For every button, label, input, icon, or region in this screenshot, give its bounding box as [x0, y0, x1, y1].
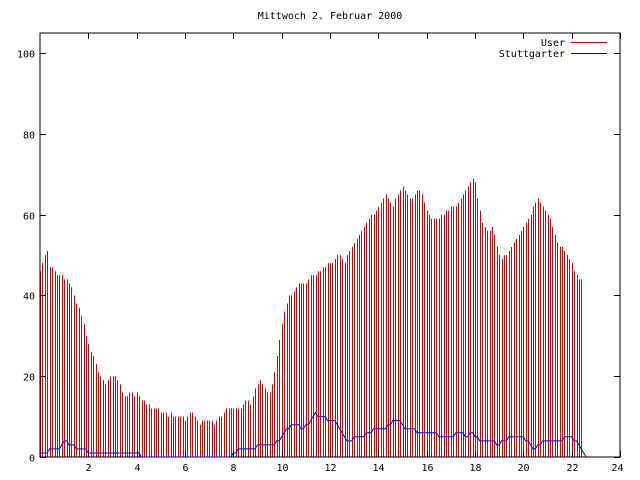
- stuttgarter-series-line: [40, 411, 587, 458]
- y-tick-label: 80: [23, 131, 35, 142]
- x-tick-label: 14: [372, 463, 384, 474]
- y-tick-label: 20: [23, 373, 35, 384]
- y-tick-label: 60: [23, 212, 35, 223]
- x-tick-label: 4: [134, 463, 140, 474]
- user-series-bars: [40, 178, 582, 457]
- x-tick-label: 20: [517, 463, 529, 474]
- x-tick-label: 6: [182, 463, 188, 474]
- x-tick-label: 24: [611, 463, 623, 474]
- x-tick-label: 22: [566, 463, 578, 474]
- chart-title: Mittwoch 2. Februar 2000: [258, 11, 403, 22]
- y-tick-label: 40: [23, 292, 35, 303]
- legend-label-user: User: [541, 38, 565, 49]
- plot-frame: [39, 32, 621, 458]
- legend: User Stuttgarter: [499, 38, 607, 60]
- x-axis-tick-labels: 2 4 6 8 10 12 14 16 18 20 22 24: [85, 463, 623, 474]
- x-tick-label: 16: [421, 463, 433, 474]
- legend-label-stuttgarter: Stuttgarter: [499, 49, 565, 60]
- y-tick-label: 0: [29, 454, 35, 465]
- x-tick-label: 8: [230, 463, 236, 474]
- x-tick-label: 18: [469, 463, 481, 474]
- x-tick-label: 2: [85, 463, 91, 474]
- x-tick-label: 10: [276, 463, 288, 474]
- x-tick-label: 12: [324, 463, 336, 474]
- y-axis-tick-labels: 0 20 40 60 80 100: [17, 50, 35, 465]
- y-tick-label: 100: [17, 50, 35, 61]
